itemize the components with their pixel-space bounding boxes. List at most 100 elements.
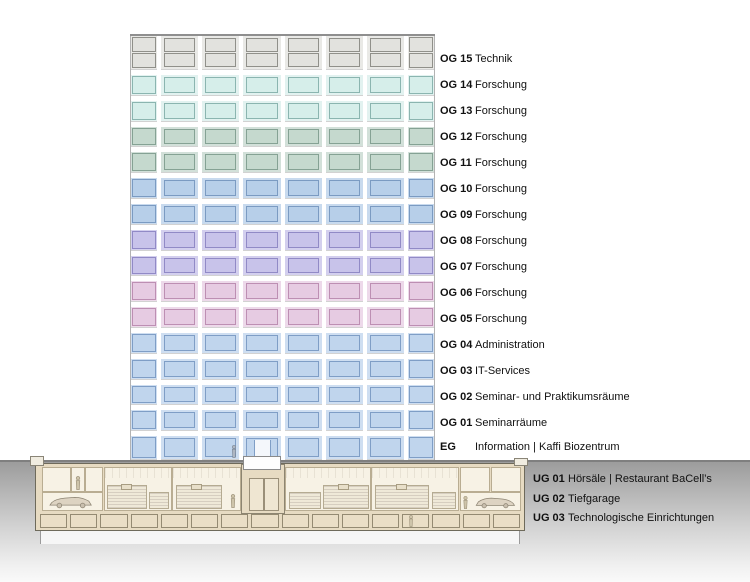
window-glass: [205, 412, 237, 429]
wall-panelling: [105, 468, 171, 478]
window-glass: [328, 231, 360, 248]
window-glass: [164, 257, 196, 274]
underground-section: [35, 463, 525, 531]
technical-block: [130, 514, 158, 528]
window-bay: [325, 203, 363, 225]
window-bay: [243, 358, 281, 380]
window-glass: [132, 282, 156, 301]
window-glass: [328, 334, 360, 351]
window-glass: [205, 180, 237, 196]
window-glass: [287, 438, 319, 458]
window-glass: [409, 437, 434, 459]
window-glass: [246, 102, 278, 119]
window-glass: [328, 154, 360, 171]
window-glass: [164, 231, 196, 248]
window-glass: [287, 77, 319, 93]
window-bay: [161, 281, 199, 303]
floor-description: Forschung: [475, 287, 527, 299]
floor-code: UG 01: [533, 473, 565, 485]
floor-og-03: [131, 358, 435, 385]
technical-block: [70, 514, 98, 528]
window-bay: [161, 178, 199, 199]
window-glass: [132, 101, 156, 120]
floor-label-og-15: OG 15 Technik: [440, 52, 512, 66]
window-bay: [408, 255, 435, 277]
window-bay: [131, 255, 157, 277]
window-bay: [408, 332, 435, 354]
window-glass: [369, 412, 402, 429]
floor-og-13: [131, 100, 435, 127]
window-glass: [287, 283, 319, 300]
window-glass: [132, 53, 156, 68]
window-glass: [164, 309, 196, 325]
window-glass: [328, 257, 360, 274]
window-glass: [246, 360, 278, 377]
window-bay: [366, 255, 405, 277]
window-bay: [408, 384, 435, 406]
lectern: [191, 484, 202, 490]
window-bay: [131, 384, 157, 406]
window-bay: [325, 307, 363, 328]
window-glass: [328, 309, 360, 325]
window-glass: [328, 412, 360, 429]
floor-code: OG 03: [440, 365, 473, 377]
wall-cap-left: [30, 456, 44, 466]
window-glass: [132, 385, 156, 404]
floor-label-og-05: OG 05 Forschung: [440, 312, 527, 326]
tiered-seating: [432, 492, 456, 509]
entrance-canopy: [243, 456, 281, 470]
technical-block: [190, 514, 219, 528]
ug-room: [85, 467, 103, 492]
window-glass: [287, 38, 319, 52]
window-bay: [366, 36, 405, 70]
floor-code: OG 11: [440, 157, 472, 169]
window-glass: [328, 102, 360, 119]
floor-code: OG 12: [440, 131, 473, 143]
window-glass: [369, 128, 402, 145]
window-bay: [325, 75, 363, 96]
window-bay: [325, 281, 363, 303]
floor-description: Forschung: [475, 131, 527, 143]
window-glass: [205, 334, 237, 351]
window-bay: [202, 307, 240, 328]
person-icon: [409, 515, 413, 527]
window-glass: [246, 334, 278, 351]
technical-block: [372, 514, 400, 528]
window-bay: [243, 255, 281, 277]
floor-label-og-04: OG 04 Administration: [440, 338, 545, 352]
window-bay: [202, 152, 240, 174]
window-glass: [287, 102, 319, 119]
window-bay: [202, 332, 240, 354]
window-glass: [409, 256, 434, 275]
window-bay: [161, 75, 199, 96]
window-bay: [202, 229, 240, 251]
lectern: [338, 484, 349, 490]
window-glass: [409, 53, 434, 68]
floor-label-og-11: OG 11 Forschung: [440, 156, 527, 170]
window-glass: [132, 256, 156, 275]
technical-block: [311, 514, 339, 528]
wall-panelling: [286, 468, 370, 478]
window-bay: [325, 229, 363, 251]
window-glass: [246, 309, 278, 325]
lecture-hall: [371, 467, 459, 511]
window-bay: [131, 178, 157, 199]
floor-description: Forschung: [475, 105, 527, 117]
window-glass: [205, 205, 237, 222]
window-bay: [325, 100, 363, 122]
floor-og-02: [131, 384, 435, 411]
window-glass: [369, 38, 402, 52]
window-bay: [284, 229, 322, 251]
elevator-door: [249, 478, 264, 511]
window-glass: [287, 360, 319, 377]
window-glass: [328, 77, 360, 93]
window-bay: [202, 100, 240, 122]
window-bay: [243, 152, 281, 174]
window-glass: [132, 308, 156, 326]
ug-garage-left: [42, 492, 103, 511]
window-glass: [164, 128, 196, 145]
floor-label-og-12: OG 12 Forschung: [440, 130, 527, 144]
floor-label-og-03: OG 03 IT-Services: [440, 364, 530, 378]
window-glass: [409, 127, 434, 146]
floor-og-04: [131, 332, 435, 359]
